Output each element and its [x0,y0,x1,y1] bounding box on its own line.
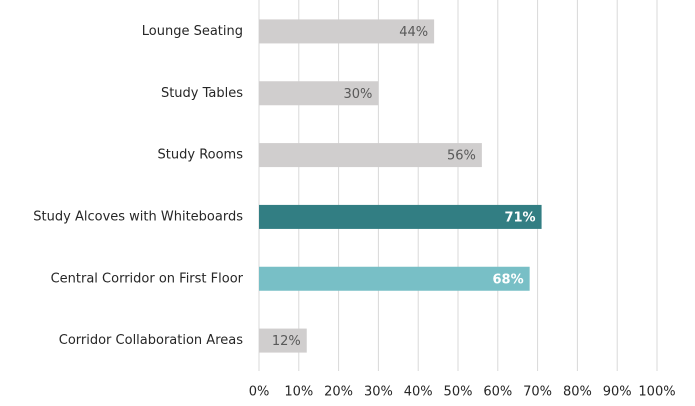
x-tick-label: 50% [444,385,473,400]
x-tick-label: 70% [523,385,552,400]
y-tick-label: Study Tables [161,86,243,101]
data-label: 30% [343,87,372,102]
data-label: 44% [399,25,428,40]
y-tick-label: Study Alcoves with Whiteboards [33,209,243,224]
x-tick-label: 100% [638,385,675,400]
x-tick-label: 60% [483,385,512,400]
x-tick-label: 10% [284,385,313,400]
bar [259,204,542,229]
y-tick-label: Corridor Collaboration Areas [59,333,243,348]
y-tick-label: Lounge Seating [142,24,243,39]
data-label: 71% [504,210,535,225]
y-tick-label: Study Rooms [158,148,244,163]
data-label: 68% [493,272,524,287]
x-tick-label: 40% [404,385,433,400]
bar [259,19,435,44]
y-tick-label: Central Corridor on First Floor [51,271,244,286]
x-tick-label: 30% [364,385,393,400]
bar [259,266,530,291]
x-tick-label: 80% [563,385,592,400]
data-label: 56% [447,149,476,164]
x-tick-label: 90% [603,385,632,400]
bar [259,328,307,353]
bar [259,143,482,168]
x-tick-label: 20% [324,385,353,400]
data-label: 12% [272,334,301,349]
bar [259,81,379,106]
x-tick-label: 0% [249,385,270,400]
